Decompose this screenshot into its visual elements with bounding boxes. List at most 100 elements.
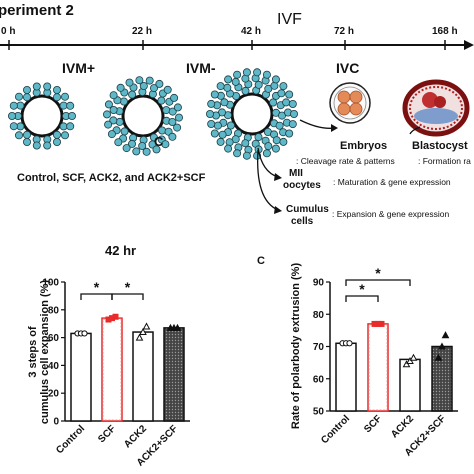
cumulus-cell xyxy=(218,130,227,139)
cumulus-cell xyxy=(168,132,177,141)
blastocyst-detail: : Formation ra xyxy=(418,156,471,166)
cumulus-label-line2: cells xyxy=(291,216,314,227)
bar-ack2-scf xyxy=(163,327,185,422)
cumulus-cell xyxy=(216,137,225,146)
cumulus-cell xyxy=(119,97,128,106)
cumulus-cell xyxy=(104,100,113,109)
y-tick-label: 80 xyxy=(313,310,325,321)
embryos-detail: : Cleavage rate & patterns xyxy=(296,156,395,166)
cumulus-cell xyxy=(271,144,280,153)
cumulus-cell xyxy=(275,121,284,130)
cumulus-cell xyxy=(216,82,225,91)
cumulus-cell xyxy=(104,120,113,129)
cumulus-cell xyxy=(16,122,25,131)
cumulus-cell xyxy=(145,76,154,85)
cumulus-cell xyxy=(170,93,179,102)
data-point xyxy=(409,353,418,361)
cumulus-cell xyxy=(241,139,250,148)
chart-b-ylabel-line1: 3 steps of xyxy=(27,326,39,378)
significance-star: * xyxy=(375,265,381,281)
oocyte-zona xyxy=(20,94,64,138)
cumulus-cell xyxy=(224,144,233,153)
embryo-icon xyxy=(329,82,371,124)
cumulus-cell xyxy=(262,70,271,79)
tick-22h: 22 h xyxy=(132,26,153,37)
oocyte-zona xyxy=(121,94,165,138)
data-point xyxy=(441,331,450,339)
cumulus-cell xyxy=(285,90,294,99)
cumulus-cell xyxy=(66,122,75,131)
y-tick-label: 90 xyxy=(313,278,325,289)
cumulus-cell xyxy=(226,121,235,130)
arrowhead-cumulus xyxy=(274,206,282,214)
bar-ack2 xyxy=(132,331,154,422)
cumulus-cell xyxy=(262,149,271,158)
cumulus-cell xyxy=(213,121,222,130)
cumulus-cell xyxy=(242,151,251,160)
cumulus-cell xyxy=(270,81,279,90)
cumulus-cell xyxy=(282,98,291,107)
stage-ivc: IVC xyxy=(336,60,360,76)
cumulus-cell xyxy=(139,82,148,91)
cumulus-label-line1: Cumulus xyxy=(286,204,329,215)
data-point xyxy=(135,333,144,341)
cumulus-cell xyxy=(163,85,172,94)
arrowhead-mii xyxy=(274,173,282,181)
cumulus-cell xyxy=(288,120,297,129)
cumulus-cell xyxy=(66,101,75,110)
cumulus-cell xyxy=(9,101,18,110)
oocyte-zona xyxy=(230,92,274,136)
cumulus-cell xyxy=(289,110,298,119)
cumulus-cell xyxy=(271,75,280,84)
cumulus-cell xyxy=(115,117,124,126)
bar-ack2-scf xyxy=(431,345,453,412)
cumulus-cell xyxy=(53,86,62,95)
y-tick-label: 100 xyxy=(42,278,59,289)
significance-star: * xyxy=(359,281,365,297)
cumulus-cell xyxy=(59,122,68,131)
experiment-title: periment 2 xyxy=(0,2,74,19)
x-tick-label: ACK2 xyxy=(122,423,149,450)
y-tick-label: 20 xyxy=(48,389,60,400)
chart-b-ylabel-line2: cumulus cell expansion (%) xyxy=(39,279,51,425)
significance-bracket xyxy=(345,279,411,286)
y-tick-label: 60 xyxy=(48,333,60,344)
tick-0h: 0 h xyxy=(1,26,16,37)
timeline-arrowhead xyxy=(464,40,474,50)
cumulus-cell xyxy=(22,137,31,146)
chart-c-panel-label: C xyxy=(257,255,265,267)
data-point xyxy=(378,320,385,327)
data-point xyxy=(346,340,353,347)
treatment-groups: Control, SCF, ACK2, and ACK2+SCF xyxy=(17,172,206,184)
data-point xyxy=(434,353,443,361)
cumulus-cell xyxy=(32,141,41,150)
tick-42h: 42 h xyxy=(241,26,262,37)
cumulus-cell xyxy=(43,82,52,91)
mii-label-line1: MII xyxy=(289,168,303,179)
y-tick-label: 0 xyxy=(53,417,59,428)
x-tick-label: SCF xyxy=(96,423,118,445)
cumulus-cell xyxy=(138,141,147,150)
data-point xyxy=(112,313,119,320)
cumulus-cell xyxy=(22,93,31,102)
cumulus-cell xyxy=(22,130,31,139)
cumulus-cell xyxy=(109,106,118,115)
x-tick-label: SCF xyxy=(362,413,384,435)
embryos-label: Embryos xyxy=(340,140,388,152)
cumulus-cell xyxy=(107,130,116,139)
cumulus-cell xyxy=(122,144,131,153)
bar-control xyxy=(70,332,92,422)
cumulus-cell xyxy=(157,96,166,105)
x-tick-label: Control xyxy=(54,423,87,456)
cumulus-cell xyxy=(220,98,229,107)
cumulus-cell xyxy=(233,149,242,158)
cumulus-cell xyxy=(135,76,144,85)
mii-detail: : Maturation & gene expression xyxy=(333,177,451,187)
cumulus-cell xyxy=(127,139,136,148)
arrowhead-embryos xyxy=(331,124,338,132)
cumulus-cell xyxy=(279,137,288,146)
x-tick-label: Control xyxy=(319,413,352,446)
cumulus-cell xyxy=(207,120,216,129)
cumulus-cell xyxy=(224,75,233,84)
